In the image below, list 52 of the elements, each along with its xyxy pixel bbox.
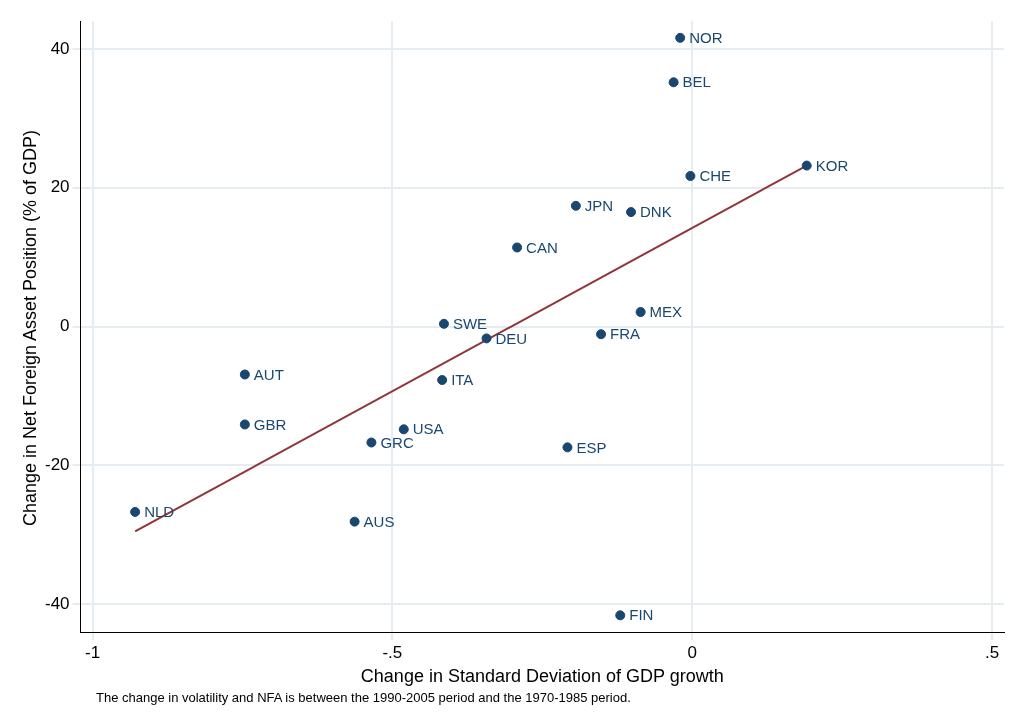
- point: [481, 333, 492, 344]
- annotation: JPN: [584, 196, 614, 214]
- annotation: USA: [412, 420, 444, 438]
- point: [668, 77, 679, 88]
- y-tick-label: 40: [50, 38, 70, 58]
- x-tick-label: -1: [85, 642, 101, 662]
- y-tick-label: 0: [60, 316, 70, 336]
- point: [438, 318, 449, 329]
- y-axis-title: Change in Net Foreign Asset Position (% of GDP): [19, 129, 41, 527]
- annotation: SWE: [452, 314, 488, 332]
- point: [615, 610, 626, 621]
- point: [596, 329, 607, 340]
- point: [366, 437, 377, 448]
- annotation: CAN: [526, 238, 558, 256]
- annotation: GRC: [380, 433, 414, 451]
- annotation: DEU: [495, 329, 528, 347]
- annotation: ITA: [451, 371, 474, 389]
- point: [130, 506, 141, 517]
- annotation: DNK: [640, 203, 672, 221]
- annotation: GBR: [253, 415, 287, 433]
- point: [239, 369, 250, 380]
- y-tick-label: 20: [50, 177, 70, 197]
- annotation: ESP: [576, 438, 607, 456]
- point: [349, 516, 360, 527]
- annotation: FIN: [629, 606, 654, 624]
- y-tick-label: -20: [44, 455, 70, 475]
- annotation: FRA: [610, 325, 641, 343]
- point: [437, 375, 448, 386]
- x-tick-label: -.5: [382, 642, 403, 662]
- point: [635, 307, 646, 318]
- text: The change in volatility and NFA is between the 1990-2005 period and the 1970-1985 period.: [95, 690, 632, 705]
- annotation: AUT: [253, 365, 284, 383]
- point: [562, 442, 573, 453]
- annotation: MEX: [649, 303, 683, 321]
- point: [570, 200, 581, 211]
- point: [239, 419, 250, 430]
- point: [626, 207, 637, 218]
- x-axis-title: Change in Standard Deviation of GDP growth: [360, 666, 724, 687]
- point: [398, 424, 409, 435]
- y-tick-label: -40: [44, 593, 70, 613]
- x-tick-label: 0: [687, 642, 697, 662]
- annotation: NOR: [689, 29, 723, 46]
- annotation: BEL: [682, 73, 711, 91]
- x-tick-label: .5: [984, 642, 1000, 662]
- point: [801, 160, 812, 171]
- point: [685, 170, 696, 181]
- annotation: CHE: [699, 167, 732, 185]
- annotation: KOR: [815, 156, 849, 174]
- annotation: NLD: [144, 503, 175, 521]
- point: [675, 32, 686, 43]
- point: [512, 242, 523, 253]
- annotation: AUS: [363, 512, 395, 530]
